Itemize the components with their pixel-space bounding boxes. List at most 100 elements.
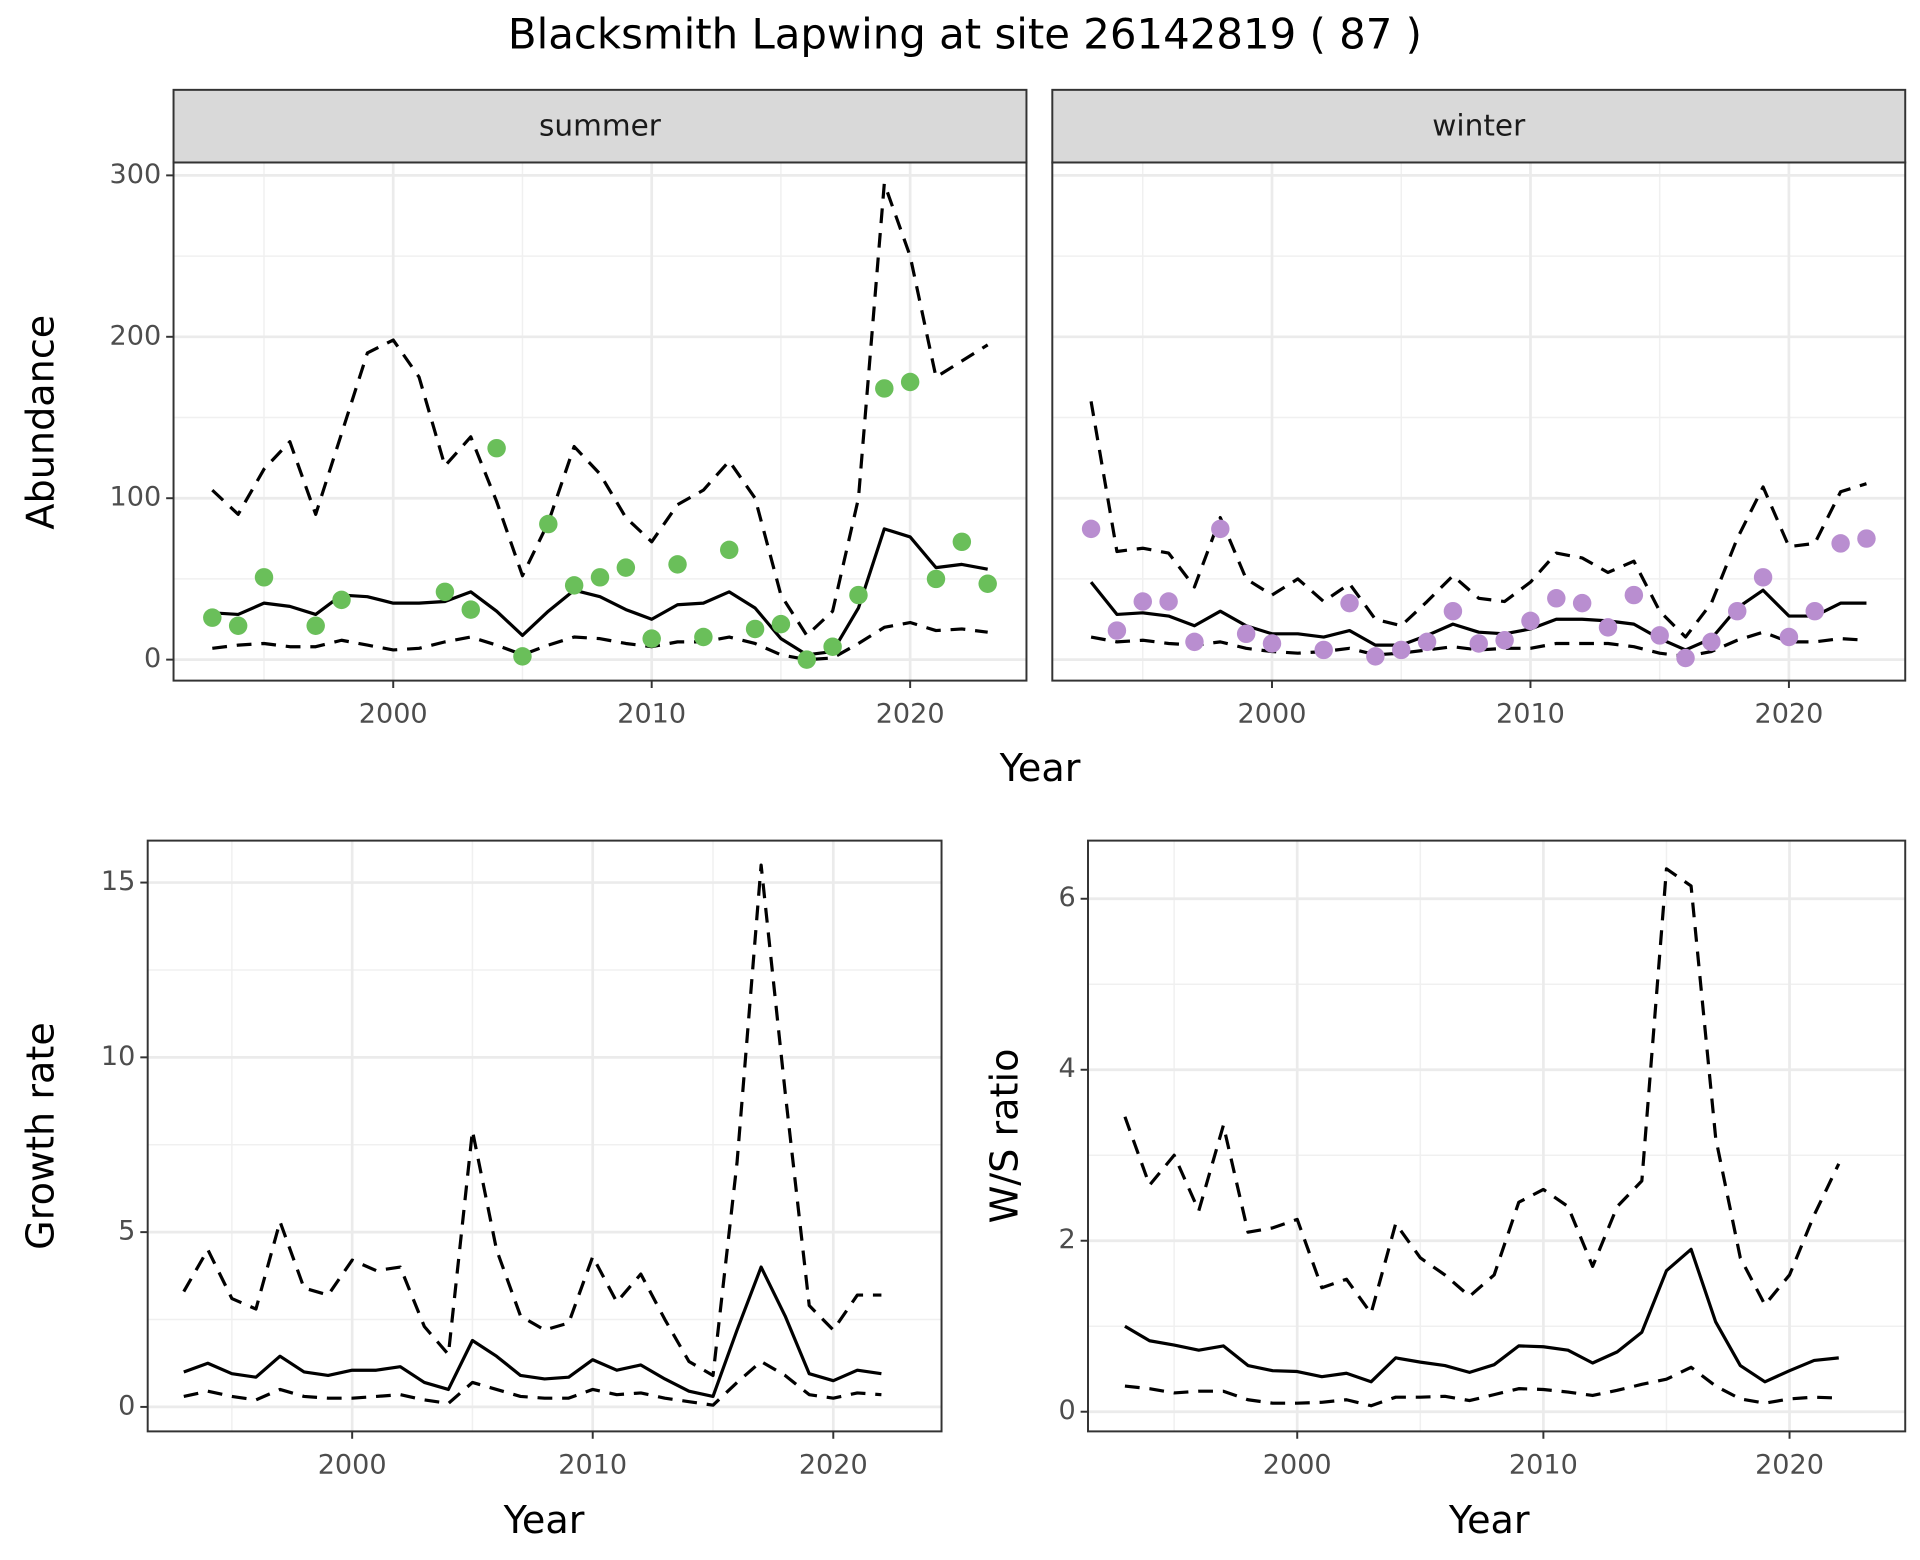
- data-point: [978, 574, 997, 593]
- data-point: [1107, 621, 1127, 640]
- data-point: [1598, 618, 1618, 637]
- data-point: [1805, 601, 1824, 621]
- x-tick-label: 2010: [1509, 1449, 1578, 1480]
- data-point: [203, 608, 222, 627]
- y-tick-label: 100: [110, 482, 162, 513]
- data-point: [1340, 593, 1359, 613]
- data-point: [926, 569, 946, 589]
- data-point: [1392, 640, 1411, 660]
- x-tick-label: 2000: [1263, 1449, 1332, 1480]
- data-point: [564, 576, 584, 595]
- data-point: [590, 568, 610, 587]
- y-axis-title: Abundance: [19, 315, 63, 530]
- data-point: [306, 616, 325, 635]
- data-point: [1495, 631, 1514, 650]
- x-tick-label: 2010: [617, 699, 686, 730]
- panel-background: [1052, 162, 1906, 681]
- data-point: [1702, 632, 1721, 652]
- data-point: [1211, 519, 1230, 539]
- mean-line: [1124, 1247, 1839, 1384]
- panel-border: [1087, 839, 1907, 1433]
- data-point: [1624, 585, 1644, 605]
- y-tick-label: 0: [118, 1390, 135, 1421]
- data-point: [435, 582, 455, 602]
- panel-background: [147, 840, 942, 1432]
- data-point: [720, 540, 739, 560]
- data-point: [1236, 624, 1256, 644]
- interval-line: [182, 863, 882, 1378]
- interval-line: [1090, 630, 1867, 659]
- x-tick-label: 2020: [1754, 699, 1823, 730]
- data-point: [1185, 632, 1204, 652]
- x-tick-label: 2000: [318, 1449, 387, 1480]
- panel-border: [146, 839, 943, 1433]
- data-point: [332, 590, 351, 610]
- x-tick-label: 2000: [1238, 699, 1307, 730]
- data-point: [1314, 640, 1333, 660]
- data-point: [875, 379, 894, 398]
- data-point: [745, 619, 765, 639]
- data-point: [1831, 534, 1850, 553]
- mean-line: [183, 1265, 882, 1399]
- strip-background: [1051, 88, 1907, 164]
- panel-background: [1088, 840, 1906, 1432]
- y-tick-label: 200: [110, 320, 162, 351]
- data-point: [539, 514, 558, 534]
- x-tick-label: 2000: [359, 699, 428, 730]
- interval-line: [1089, 401, 1867, 639]
- data-point: [616, 558, 636, 577]
- x-axis-title: Year: [999, 746, 1081, 790]
- y-axis-title: Growth rate: [19, 1022, 63, 1250]
- y-tick-label: 300: [110, 159, 162, 190]
- data-point: [1417, 632, 1437, 652]
- y-tick-label: 4: [1058, 1053, 1075, 1084]
- data-point: [487, 438, 506, 458]
- x-tick-label: 2020: [1755, 1449, 1824, 1480]
- data-point: [1779, 627, 1799, 647]
- panel-background: [173, 162, 1027, 681]
- data-point: [461, 600, 480, 619]
- x-tick-label: 2020: [799, 1449, 868, 1480]
- x-axis-title: Year: [1448, 1498, 1530, 1542]
- data-point: [1547, 589, 1566, 608]
- data-point: [642, 629, 661, 648]
- data-point: [1572, 593, 1592, 613]
- data-point: [1262, 634, 1282, 653]
- data-point: [1676, 648, 1695, 668]
- data-point: [1469, 634, 1488, 653]
- y-tick-label: 6: [1058, 882, 1075, 913]
- figure-title: Blacksmith Lapwing at site 26142819 ( 87…: [508, 9, 1422, 58]
- data-point: [1081, 519, 1101, 539]
- data-point: [849, 585, 868, 605]
- y-tick-label: 2: [1058, 1224, 1075, 1255]
- x-axis-title: Year: [503, 1498, 585, 1542]
- data-point: [513, 647, 532, 666]
- data-point: [771, 614, 791, 634]
- data-point: [1753, 568, 1773, 587]
- y-tick-label: 0: [144, 643, 161, 674]
- data-point: [228, 616, 248, 635]
- y-tick-label: 15: [101, 866, 135, 897]
- data-point: [1728, 601, 1747, 621]
- data-point: [694, 627, 713, 647]
- data-point: [668, 555, 687, 574]
- y-tick-label: 5: [118, 1216, 135, 1247]
- data-point: [1366, 647, 1385, 666]
- data-point: [1443, 601, 1463, 621]
- data-point: [823, 637, 842, 656]
- data-point: [1857, 529, 1876, 548]
- data-point: [952, 532, 972, 552]
- strip-label: summer: [539, 108, 662, 142]
- data-point: [900, 372, 920, 392]
- data-point: [254, 568, 274, 587]
- y-tick-label: 0: [1058, 1395, 1075, 1426]
- data-point: [1133, 592, 1152, 611]
- interval-line: [212, 620, 988, 662]
- x-tick-label: 2010: [1496, 699, 1565, 730]
- x-tick-label: 2020: [876, 699, 945, 730]
- interval-line: [183, 1359, 882, 1407]
- data-point: [1159, 592, 1178, 611]
- data-point: [1521, 611, 1540, 631]
- y-axis-title: W/S ratio: [982, 1049, 1026, 1224]
